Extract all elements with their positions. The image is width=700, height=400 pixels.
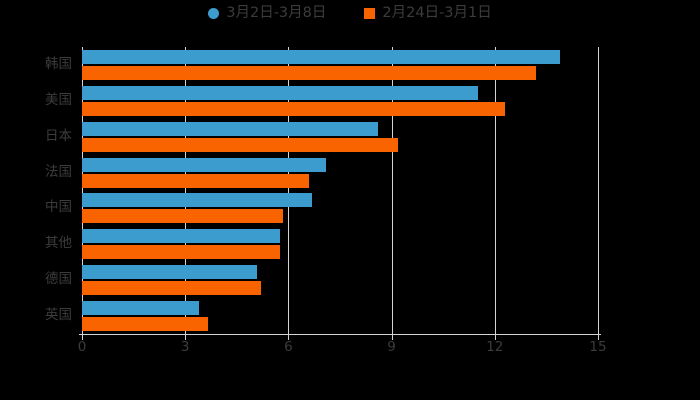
bar-其他-series-0[interactable] — [82, 229, 280, 244]
x-axis-label-6: 6 — [284, 339, 293, 355]
y-axis-label-5: 其他 — [45, 235, 72, 252]
legend-label-series-1: 2月24日-3月1日 — [382, 5, 492, 21]
y-axis: 韩国美国日本法国中国其他德国英国 — [0, 47, 72, 334]
bar-韩国-series-1[interactable] — [82, 65, 537, 80]
x-axis-label-15: 15 — [589, 339, 607, 355]
x-axis-line — [79, 334, 601, 335]
bar-其他-series-1[interactable] — [82, 245, 280, 260]
x-axis-tick-6 — [288, 335, 290, 340]
bar-德国-series-1[interactable] — [82, 281, 261, 296]
bar-中国-series-1[interactable] — [82, 209, 284, 224]
bar-英国-series-1[interactable] — [82, 317, 208, 332]
x-axis-tick-0 — [82, 335, 83, 340]
bar-法国-series-0[interactable] — [82, 157, 327, 172]
y-axis-label-6: 德国 — [45, 271, 72, 288]
x-axis: 0 3 6 9 12 15 — [78, 335, 607, 365]
bar-德国-series-0[interactable] — [82, 265, 258, 280]
x-axis-tick-9 — [391, 335, 393, 340]
gridline-3 — [185, 47, 187, 334]
bar-日本-series-0[interactable] — [82, 121, 378, 136]
gridline-9 — [391, 47, 393, 334]
y-axis-label-4: 中国 — [45, 199, 72, 216]
legend-item-series-1[interactable]: 2月24日-3月1日 — [364, 5, 492, 21]
gridline-12 — [494, 47, 496, 334]
bar-美国-series-1[interactable] — [82, 101, 506, 116]
x-axis-tick-12 — [494, 335, 496, 340]
plot-area — [82, 47, 599, 334]
legend-item-series-0[interactable]: 3月2日-3月8日 — [208, 6, 326, 21]
y-axis-label-0: 韩国 — [45, 55, 72, 72]
legend-label-series-0: 3月2日-3月8日 — [226, 5, 327, 21]
y-axis-label-2: 日本 — [45, 127, 72, 144]
legend-circle-marker-icon — [208, 7, 220, 19]
gridline-15 — [598, 47, 599, 334]
bar-group — [82, 83, 598, 119]
bar-group — [82, 119, 598, 155]
bar-group — [82, 226, 598, 262]
bar-日本-series-1[interactable] — [82, 137, 399, 152]
bar-法国-series-1[interactable] — [82, 173, 310, 188]
x-axis-label-9: 9 — [387, 339, 396, 355]
x-axis-tick-3 — [185, 335, 187, 340]
gridline-6 — [288, 47, 290, 334]
bar-group — [82, 298, 598, 334]
x-axis-tick-15 — [598, 335, 599, 340]
y-axis-label-7: 英国 — [45, 307, 72, 324]
x-axis-label-3: 3 — [180, 339, 190, 355]
bar-英国-series-0[interactable] — [82, 301, 199, 316]
chart-legend: 3月2日-3月8日 2月24日-3月1日 — [0, 6, 700, 21]
bar-group — [82, 155, 598, 191]
y-axis-label-3: 法国 — [45, 163, 72, 180]
bar-中国-series-0[interactable] — [82, 193, 313, 208]
x-axis-label-12: 12 — [486, 339, 504, 355]
bar-group — [82, 47, 598, 83]
y-axis-label-1: 美国 — [45, 91, 72, 108]
bar-美国-series-0[interactable] — [82, 85, 478, 100]
bar-group — [82, 191, 598, 227]
x-axis-label-0: 0 — [77, 339, 87, 355]
bar-韩国-series-0[interactable] — [82, 49, 561, 64]
bar-group — [82, 262, 598, 298]
gridline-0 — [82, 47, 83, 334]
legend-square-marker-icon — [364, 7, 376, 19]
